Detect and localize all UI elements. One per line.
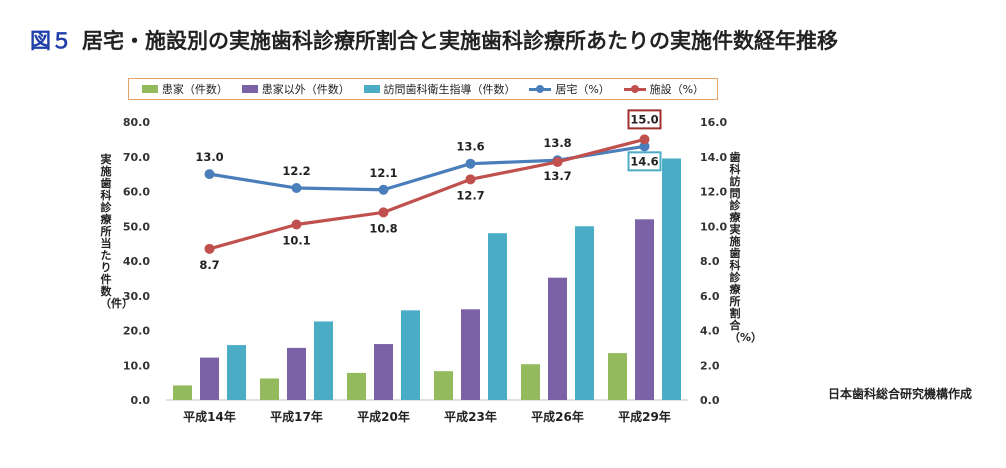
source-note: 日本歯科総合研究機構作成 xyxy=(827,387,972,401)
legend-line-marker xyxy=(623,84,646,94)
y-left-tick-label: 40.0 xyxy=(123,255,150,268)
legend-label: 患家以外（件数） xyxy=(261,83,350,96)
data-label-2: 8.7 xyxy=(199,258,219,272)
y-right-tick-label: 8.0 xyxy=(700,255,720,268)
y-left-tick-label: 20.0 xyxy=(123,325,150,338)
data-label-2: 10.8 xyxy=(369,221,397,235)
y-left-tick-label: 80.0 xyxy=(123,116,150,129)
x-tick-label: 平成26年 xyxy=(531,409,584,424)
data-label-1: 13.8 xyxy=(543,136,571,150)
y-right-tick-label: 12.0 xyxy=(700,186,727,199)
data-label-1: 12.1 xyxy=(369,166,397,180)
title-text: 居宅・施設別の実施歯科診療所割合と実施歯科診療所あたりの実施件数経年推移 xyxy=(82,29,838,53)
y-right-tick-label: 6.0 xyxy=(700,290,720,303)
legend-label: 訪問歯科衛生指導（件数） xyxy=(383,83,516,96)
line-point-1 xyxy=(639,141,650,152)
data-label-1: 13.0 xyxy=(195,150,223,164)
bar-1 xyxy=(173,385,192,400)
y-right-tick-label: 14.0 xyxy=(700,151,727,164)
legend-item-hygiene-guidance: 訪問歯科衛生指導（件数） xyxy=(363,81,516,97)
chart-legend: 患家（件数） 患家以外（件数） 訪問歯科衛生指導（件数） 居宅（%） 施設（%） xyxy=(128,78,718,100)
legend-item-patient-home: 患家（件数） xyxy=(141,81,228,97)
y-left-tick-label: 0.0 xyxy=(131,394,151,407)
line-point-1 xyxy=(378,184,389,195)
bar-1 xyxy=(521,364,540,400)
boxed-label-frame xyxy=(627,151,662,172)
legend-label: 居宅（%） xyxy=(555,83,610,96)
y-left-tick-label: 10.0 xyxy=(123,359,150,372)
bar-1 xyxy=(608,353,627,400)
boxed-label-frame xyxy=(627,109,662,130)
data-label-1: 13.6 xyxy=(456,140,484,154)
y-right-tick-label: 2.0 xyxy=(700,359,720,372)
y-right-tick-label: 0.0 xyxy=(700,394,720,407)
line-point-2 xyxy=(552,156,563,167)
legend-item-non-patient-home: 患家以外（件数） xyxy=(241,81,350,97)
x-tick-label: 平成23年 xyxy=(444,409,497,424)
data-label-1: 14.6 xyxy=(630,154,658,168)
chart-title: 図５ 居宅・施設別の実施歯科診療所割合と実施歯科診療所あたりの実施件数経年推移 xyxy=(30,25,838,55)
series-line-2 xyxy=(209,137,645,251)
legend-label: 患家（件数） xyxy=(161,83,228,96)
data-label-2: 13.7 xyxy=(543,169,571,183)
y-right-tick-label: 10.0 xyxy=(700,220,727,233)
bar-3 xyxy=(575,226,594,400)
y-right-tick-label: 16.0 xyxy=(700,116,727,129)
x-tick-label: 平成14年 xyxy=(183,409,236,424)
line-point-2 xyxy=(291,219,302,230)
line-point-2 xyxy=(378,207,389,218)
bar-2 xyxy=(287,347,306,400)
data-label-2: 12.7 xyxy=(456,188,484,202)
bar-2 xyxy=(200,357,219,400)
data-label-2: 15.0 xyxy=(630,112,658,126)
legend-swatch xyxy=(141,85,158,93)
series-line-1 xyxy=(209,144,645,192)
data-label-1: 12.2 xyxy=(282,164,310,178)
y-left-tick-label: 30.0 xyxy=(123,290,150,303)
y-left-tick-label: 50.0 xyxy=(123,220,150,233)
bar-2 xyxy=(461,309,480,400)
y-left-tick-label: 60.0 xyxy=(123,186,150,199)
y-left-tick-label: 70.0 xyxy=(123,151,150,164)
y-right-tick-label: 4.0 xyxy=(700,325,720,338)
bar-3 xyxy=(314,321,333,400)
line-point-1 xyxy=(291,183,302,194)
bar-1 xyxy=(347,372,366,400)
line-point-2 xyxy=(465,174,476,185)
data-label-2: 10.1 xyxy=(282,234,310,248)
bar-3 xyxy=(488,233,507,400)
line-point-2 xyxy=(204,243,215,254)
legend-item-home: 居宅（%） xyxy=(529,81,610,97)
bar-2 xyxy=(374,344,393,400)
x-tick-label: 平成20年 xyxy=(357,409,410,424)
bar-2 xyxy=(635,219,654,400)
x-tick-label: 平成29年 xyxy=(618,409,671,424)
bar-3 xyxy=(401,310,420,400)
legend-label: 施設（%） xyxy=(649,83,705,96)
line-point-1 xyxy=(465,158,476,169)
legend-line-marker xyxy=(529,84,552,94)
bar-2 xyxy=(548,277,567,400)
line-point-2 xyxy=(639,134,650,145)
x-tick-label: 平成17年 xyxy=(270,409,323,424)
legend-swatch xyxy=(241,85,258,93)
bar-1 xyxy=(434,371,453,400)
bar-3 xyxy=(227,345,246,400)
bar-3 xyxy=(662,158,681,400)
legend-swatch xyxy=(363,85,380,93)
bar-1 xyxy=(260,378,279,400)
line-point-1 xyxy=(204,169,215,180)
figure-number: 図５ xyxy=(30,29,72,53)
legend-item-facility: 施設（%） xyxy=(623,81,705,97)
